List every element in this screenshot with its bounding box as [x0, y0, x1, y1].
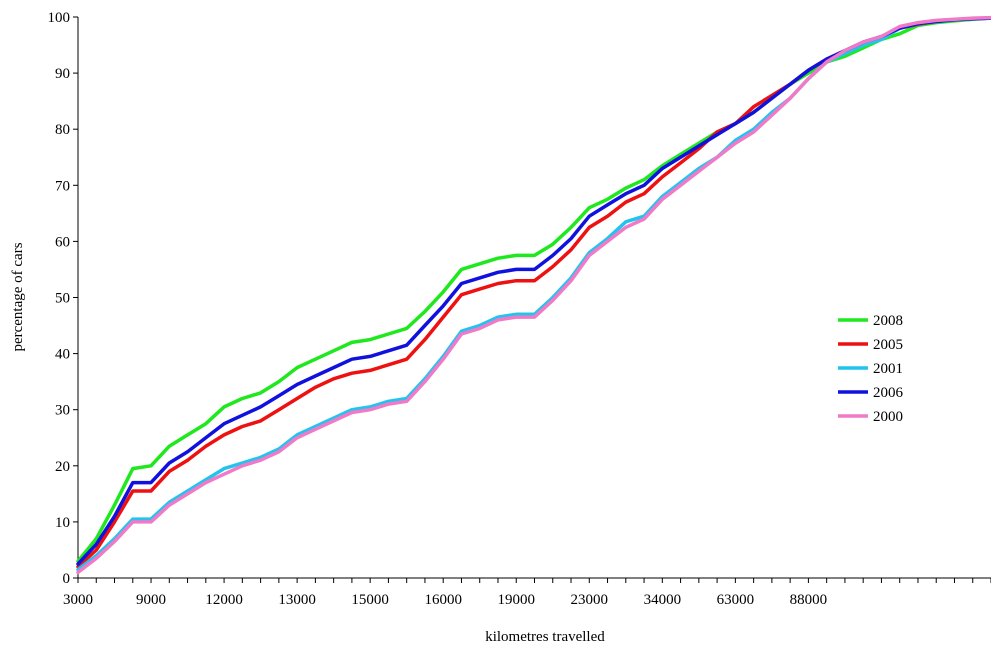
y-tick-label: 10 — [55, 515, 70, 531]
y-tick-label: 40 — [55, 347, 70, 363]
y-tick-label: 50 — [55, 291, 70, 307]
x-axis-ticks: 3000 9000 12000 13000 15000 16000 19000 23000 34… — [63, 578, 991, 608]
series-line-2000 — [76, 15, 991, 575]
x-tick-label: 63000 — [717, 592, 755, 608]
x-tick-label: 16000 — [424, 592, 462, 608]
y-tick-label: 70 — [55, 178, 70, 194]
legend: 2008 2005 2001 2006 2000 — [838, 313, 904, 425]
y-tick-label: 60 — [55, 234, 70, 250]
x-tick-label: 12000 — [205, 592, 243, 608]
legend-label-2005: 2005 — [873, 337, 903, 353]
y-tick-label: 90 — [55, 66, 70, 82]
legend-label-2008: 2008 — [873, 313, 903, 329]
legend-label-2001: 2001 — [873, 361, 903, 377]
plot-area: 0 10 20 30 40 50 60 70 80 90 100 3000 9000 12000 1300… — [48, 10, 991, 608]
y-axis-ticks: 0 10 20 30 40 50 60 70 80 90 100 — [48, 10, 78, 587]
x-tick-label: 13000 — [278, 592, 316, 608]
legend-label-2000: 2000 — [873, 409, 903, 425]
x-tick-label: 34000 — [644, 592, 682, 608]
x-tick-label: 3000 — [63, 592, 93, 608]
x-tick-label: 23000 — [571, 592, 609, 608]
x-tick-label: 19000 — [497, 592, 535, 608]
y-tick-label: 80 — [55, 122, 70, 138]
series-line-2006 — [76, 16, 991, 566]
y-tick-label: 0 — [63, 571, 71, 587]
y-tick-label: 100 — [48, 10, 71, 26]
y-axis-title: percentage of cars — [10, 242, 26, 351]
x-tick-label: 15000 — [351, 592, 389, 608]
legend-label-2006: 2006 — [873, 385, 904, 401]
series-lines — [76, 15, 991, 575]
x-axis-title: kilometres travelled — [485, 629, 605, 645]
y-tick-label: 20 — [55, 459, 70, 475]
series-line-2005 — [76, 16, 991, 569]
series-line-2001 — [76, 16, 991, 572]
y-tick-label: 30 — [55, 403, 70, 419]
x-tick-label: 9000 — [136, 592, 166, 608]
x-tick-label: 88000 — [790, 592, 828, 608]
